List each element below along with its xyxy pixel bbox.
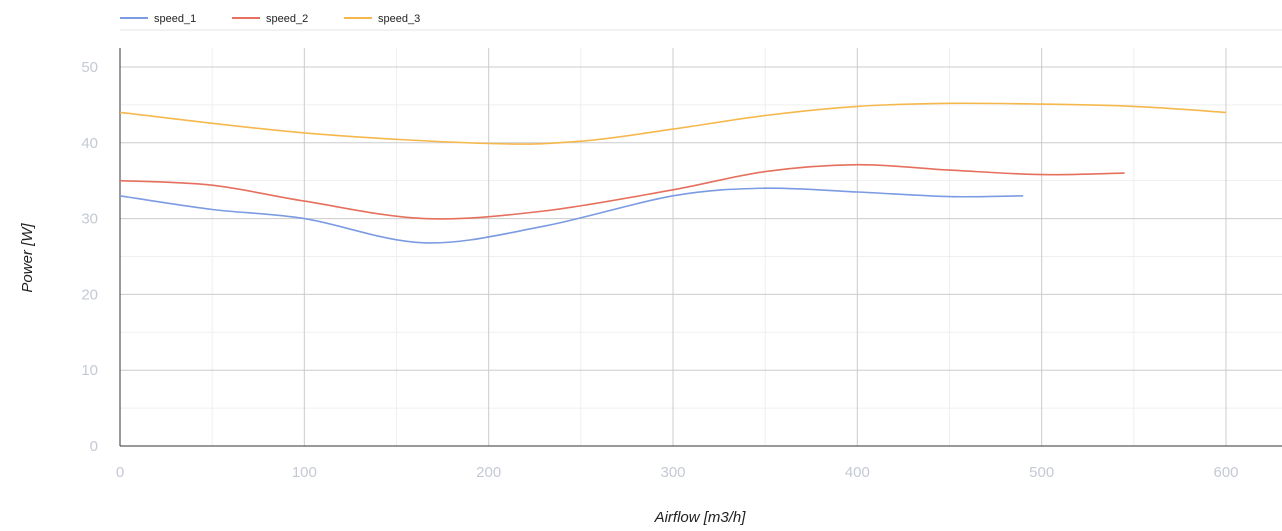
y-tick-label: 50 bbox=[81, 59, 98, 76]
tick-labels: 0 100 200 300 400 500 600 0 10 20 30 40 50 bbox=[81, 59, 1238, 481]
series-line-speed_2 bbox=[119, 163, 1125, 220]
y-tick-label: 10 bbox=[81, 362, 98, 379]
x-tick-label: 400 bbox=[845, 464, 870, 481]
legend: speed_1 speed_2 speed_3 bbox=[120, 13, 420, 25]
legend-label-speed_1: speed_1 bbox=[154, 13, 196, 25]
y-axis-title: Power [W] bbox=[19, 223, 36, 293]
x-tick-label: 200 bbox=[476, 464, 501, 481]
x-axis-title: Airflow [m3/h] bbox=[654, 509, 747, 526]
series-line-speed_3 bbox=[119, 102, 1227, 145]
legend-label-speed_2: speed_2 bbox=[266, 13, 308, 25]
y-tick-label: 20 bbox=[81, 286, 98, 303]
y-tick-label: 0 bbox=[90, 438, 98, 455]
x-tick-label: 500 bbox=[1029, 464, 1054, 481]
axes bbox=[119, 48, 1282, 447]
y-tick-label: 40 bbox=[81, 135, 98, 152]
x-tick-label: 100 bbox=[292, 464, 317, 481]
series-line-speed_1 bbox=[119, 187, 1024, 244]
series-lines bbox=[119, 102, 1227, 244]
grid bbox=[120, 48, 1282, 446]
y-tick-label: 30 bbox=[81, 211, 98, 228]
x-tick-label: 0 bbox=[116, 464, 124, 481]
x-tick-label: 300 bbox=[660, 464, 685, 481]
x-tick-label: 600 bbox=[1213, 464, 1238, 481]
legend-label-speed_3: speed_3 bbox=[378, 13, 420, 25]
